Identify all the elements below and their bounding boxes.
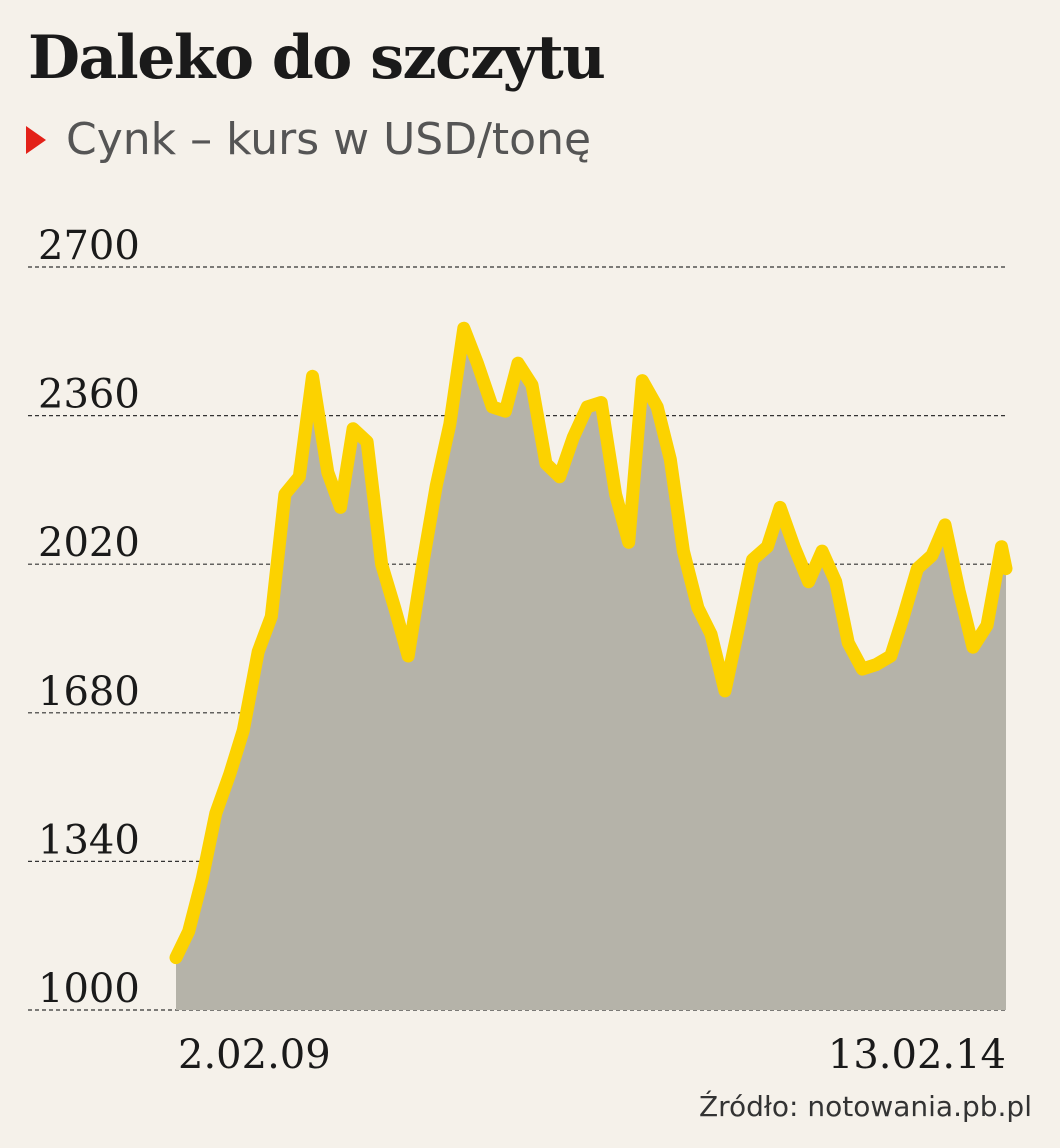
price-line xyxy=(169,321,1013,965)
subtitle-text: Cynk – kurs w USD/tonę xyxy=(66,114,592,165)
chart-title: Daleko do szczytu xyxy=(28,23,606,93)
y-tick-label: 2700 xyxy=(38,223,140,269)
y-tick-label: 1340 xyxy=(38,817,140,863)
y-tick-label: 2020 xyxy=(38,520,140,566)
y-tick-label: 1000 xyxy=(38,966,140,1012)
y-tick-label: 1680 xyxy=(38,669,140,715)
source-note: Źródło: notowania.pb.pl xyxy=(698,1090,1032,1123)
y-axis-labels: 2700 2360 2020 1680 1340 1000 xyxy=(38,223,140,1012)
triangle-marker-icon xyxy=(26,126,46,154)
x-label-start: 2.02.09 xyxy=(178,1032,331,1078)
chart-subtitle: Cynk – kurs w USD/tonę xyxy=(26,118,591,162)
price-area xyxy=(176,328,1006,1010)
x-label-end: 13.02.14 xyxy=(828,1032,1006,1078)
x-axis-labels: 2.02.09 13.02.14 xyxy=(178,1032,1006,1078)
y-tick-label: 2360 xyxy=(38,372,140,418)
